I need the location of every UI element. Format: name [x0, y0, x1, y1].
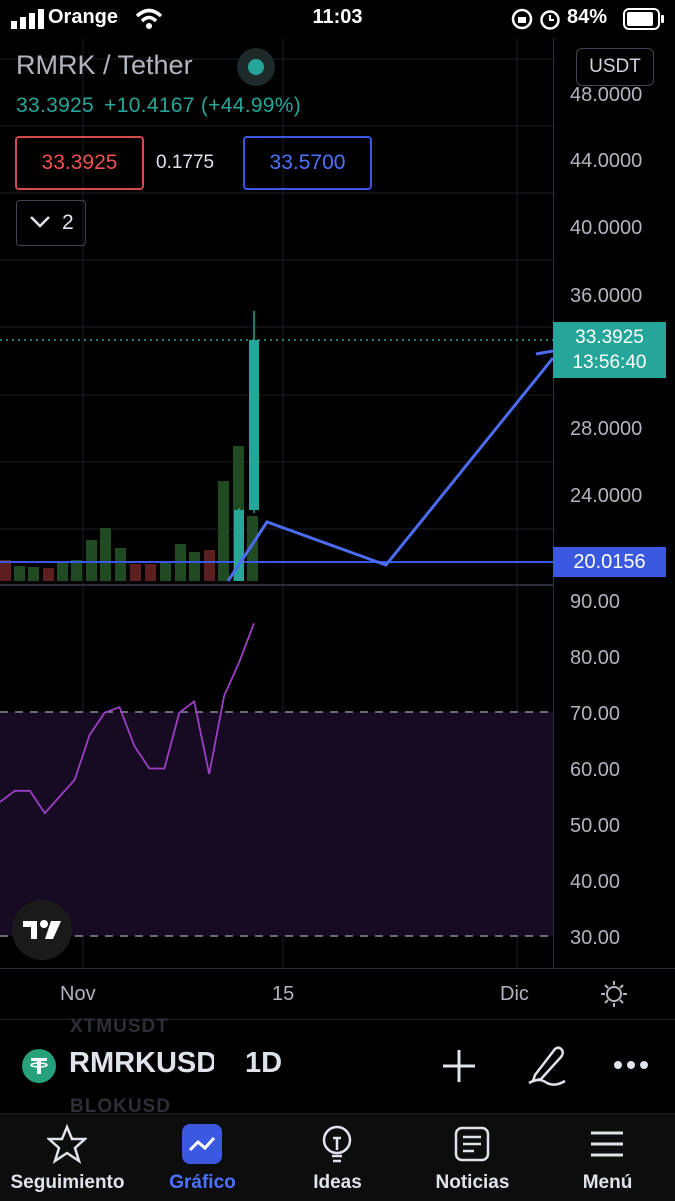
nav-item-ideas[interactable]: Ideas: [270, 1114, 405, 1201]
buy-button[interactable]: 33.5700: [243, 136, 372, 190]
volume-bar: [43, 568, 54, 581]
hline-price-tag: 20.0156: [553, 547, 666, 577]
chevron-down-icon: [30, 216, 50, 228]
plus-icon[interactable]: [441, 1048, 477, 1084]
tether-glyph: [30, 1058, 48, 1074]
price-axis-label: 48.0000: [570, 84, 643, 106]
signal-icon: [11, 9, 44, 29]
volume-bar: [115, 548, 126, 581]
bar-countdown: 13:56:40: [572, 352, 647, 373]
volume-bars: [0, 446, 258, 581]
price-axis-label: 24.0000: [570, 485, 643, 507]
rsi-axis-label: 70.00: [570, 703, 621, 725]
news-icon: [454, 1126, 490, 1162]
rsi-axis-label: 40.00: [570, 871, 621, 893]
quote-line: 33.3925 +10.4167 (+44.99%): [16, 94, 301, 118]
nav-label: Seguimiento: [10, 1172, 125, 1193]
interval-selector[interactable]: 1D: [245, 1047, 283, 1079]
volume-bar: [189, 552, 200, 581]
volume-bar: [14, 566, 25, 581]
volume-bar: [57, 563, 68, 581]
tradingview-logo[interactable]: [12, 900, 72, 960]
price-axis-label: 40.0000: [570, 217, 643, 239]
candle: [249, 340, 259, 510]
volume-bar: [218, 481, 229, 581]
candles: [234, 311, 259, 581]
volume-bar: [160, 562, 171, 581]
price-axis-label: 28.0000: [570, 418, 643, 440]
price-change-percent: (+44.99%): [200, 94, 302, 117]
chart-settings-icon[interactable]: [600, 980, 628, 1008]
volume-bar: [130, 564, 141, 581]
drawing-tools-icon[interactable]: [525, 1043, 569, 1087]
time-axis-label: 15: [272, 983, 295, 1005]
nav-label: Noticias: [435, 1172, 510, 1193]
nav-item-menu[interactable]: Menú: [540, 1114, 675, 1201]
lightbulb-icon: [322, 1125, 352, 1163]
star-icon: [47, 1124, 87, 1164]
symbol-selector[interactable]: RMRKUSDT: [69, 1047, 214, 1079]
menu-icon: [591, 1131, 623, 1157]
tether-icon: [22, 1049, 56, 1083]
time-axis[interactable]: [0, 968, 675, 1020]
rsi-axis-label: 80.00: [570, 647, 621, 669]
indicators-count: 2: [62, 211, 74, 234]
volume-bar: [28, 567, 39, 581]
nav-label: Menú: [582, 1172, 633, 1193]
battery-percent: 84%: [567, 6, 608, 28]
pair-title[interactable]: RMRK / Tether: [16, 50, 193, 80]
nav-label: Gráfico: [169, 1172, 236, 1193]
nav-item-chart[interactable]: Gráfico: [135, 1114, 270, 1201]
price-axis[interactable]: [553, 38, 675, 968]
indicators-toggle[interactable]: 2: [16, 200, 86, 246]
ghost-symbol-above: XTMUSDT: [70, 1016, 169, 1037]
nav-label: Ideas: [313, 1172, 362, 1193]
nav-item-watchlist[interactable]: Seguimiento: [0, 1114, 135, 1201]
volume-bar: [204, 550, 215, 581]
more-icon[interactable]: [613, 1058, 649, 1072]
rsi-axis-label: 50.00: [570, 815, 621, 837]
nav-item-news[interactable]: Noticias: [405, 1114, 540, 1201]
price-axis-label: 44.0000: [570, 150, 643, 172]
currency-button[interactable]: USDT: [576, 48, 654, 86]
alarm-icon: [540, 10, 560, 30]
wifi-icon: [135, 8, 163, 29]
sell-button[interactable]: 33.3925: [15, 136, 144, 190]
rsi-axis-label: 90.00: [570, 591, 621, 613]
rsi-band-fill: [0, 712, 553, 936]
carrier-name: Orange: [48, 6, 119, 28]
bottom-navigation: Seguimiento Gráfico Ideas Noticias Menú: [0, 1113, 675, 1201]
rotation-lock-icon: [511, 8, 533, 30]
last-price-tag-value: 33.3925: [575, 327, 644, 348]
chart-icon: [182, 1124, 222, 1164]
tradingview-logo-icon: [23, 920, 61, 939]
rsi-axis-label: 30.00: [570, 927, 621, 949]
battery-icon: [623, 8, 664, 30]
volume-bar: [71, 560, 82, 581]
volume-bar: [100, 528, 111, 581]
price-change: +10.4167: [104, 94, 195, 117]
last-price-tag: 33.3925 13:56:40: [553, 322, 666, 378]
chart-pane[interactable]: [0, 38, 553, 968]
candle: [234, 510, 244, 581]
volume-bar: [145, 564, 156, 581]
price-axis-label: 36.0000: [570, 285, 643, 307]
clock: 11:03: [312, 6, 363, 28]
status-bar: Orange 11:03 84%: [0, 0, 675, 38]
volume-bar: [247, 516, 258, 581]
drawing-handle[interactable]: [535, 349, 553, 356]
rsi-axis-label: 60.00: [570, 759, 621, 781]
trend-drawing[interactable]: [226, 357, 553, 582]
ghost-symbol-below: BLOKUSD: [70, 1096, 171, 1117]
time-axis-label: Dic: [500, 983, 529, 1005]
volume-bar: [0, 560, 11, 581]
volume-bar: [86, 540, 97, 581]
spread-value: 0.1775: [156, 152, 215, 173]
time-axis-label: Nov: [60, 983, 96, 1005]
market-open-indicator: [237, 48, 275, 86]
rsi-line: [0, 622, 255, 815]
last-price: 33.3925: [16, 94, 95, 117]
